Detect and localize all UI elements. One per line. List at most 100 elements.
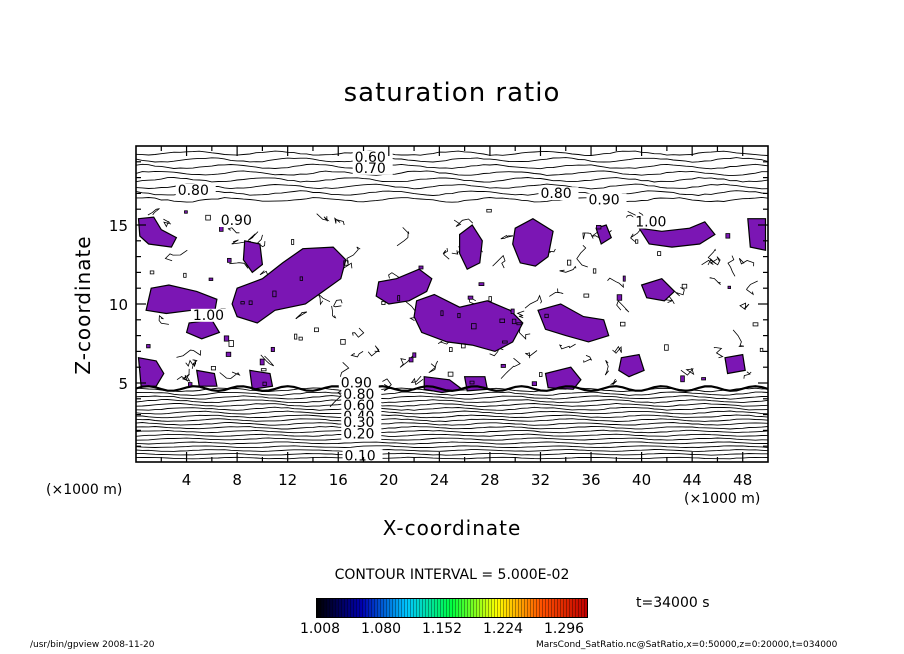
contour-line-mid — [680, 367, 695, 376]
contour-line-mid — [701, 258, 718, 266]
contour-label-bg — [633, 215, 674, 229]
x-axis-label: X-coordinate — [382, 516, 522, 540]
supersaturated-cell — [418, 265, 424, 270]
contour-line-mid — [713, 346, 724, 359]
contour-label-bg — [338, 376, 379, 390]
contour-line-mid — [582, 232, 594, 240]
contour-line-lower — [135, 402, 769, 408]
x-tick-label: 32 — [531, 471, 550, 489]
x-tick-label: 4 — [182, 471, 192, 489]
supersaturated-cell — [259, 358, 265, 366]
contour-line-lower — [135, 422, 769, 426]
contour-line-mid — [227, 227, 240, 234]
supersaturated-cell — [262, 381, 267, 386]
footer-command: /usr/bin/gpview 2008-11-20 — [30, 640, 155, 650]
supersaturated-region — [640, 278, 676, 302]
supersaturated-cell — [727, 285, 731, 289]
supersaturated-cell — [502, 340, 508, 344]
x-unit-label-left: (×1000 m) — [46, 482, 123, 498]
supersaturated-cell — [298, 336, 303, 341]
supersaturated-cell — [500, 363, 506, 368]
contour-label-bg — [175, 183, 216, 197]
contour-label: 0.70 — [355, 161, 386, 177]
contour-label: 1.00 — [193, 308, 224, 324]
x-tick-label: 24 — [430, 471, 449, 489]
contour-label-bg — [352, 150, 393, 164]
contour-line-mid — [549, 288, 564, 297]
supersaturated-cell — [725, 233, 731, 239]
contour-line-lower — [135, 391, 769, 396]
contour-line-mid — [176, 349, 202, 358]
x-tick-label: 40 — [632, 471, 651, 489]
contour-label: 0.20 — [343, 426, 374, 442]
supersaturated-cell — [681, 283, 688, 289]
supersaturated-cell — [291, 239, 295, 245]
contour-line-mid — [331, 305, 337, 319]
contour-line-mid — [738, 258, 755, 267]
contour-label-bg — [341, 416, 382, 430]
supersaturated-region — [595, 224, 613, 245]
contour-label-bg — [586, 193, 627, 207]
contour-label: 0.10 — [345, 448, 376, 464]
supersaturated-cell — [596, 224, 602, 230]
boundary-layer-line — [135, 385, 769, 393]
supersaturated-cell — [149, 270, 155, 275]
supersaturated-cell — [299, 276, 304, 281]
supersaturated-cell — [531, 381, 537, 387]
supersaturated-region — [747, 218, 767, 252]
x-tick-label: 48 — [733, 471, 752, 489]
supersaturated-cell — [294, 333, 298, 340]
contour-line-lower — [135, 399, 769, 404]
contour-label: 0.80 — [540, 186, 571, 202]
contour-line-mid — [333, 299, 343, 308]
supersaturated-cell — [272, 290, 277, 298]
supersaturated-cell — [680, 375, 685, 383]
contour-line-mid — [500, 357, 521, 379]
supersaturated-cell — [381, 301, 386, 305]
contour-label: 0.90 — [221, 213, 252, 229]
supersaturated-cell — [486, 208, 492, 213]
supersaturated-cell — [516, 322, 522, 326]
supersaturated-cell — [240, 301, 245, 305]
supersaturated-cell — [544, 313, 549, 319]
y-tick-label: 15 — [109, 217, 128, 235]
y-tick-label: 5 — [118, 375, 128, 393]
supersaturated-cell — [183, 272, 187, 278]
colorbar-tick-label: 1.296 — [544, 621, 585, 637]
footer-source: MarsCond_SatRatio.nc@SatRatio,x=0:50000,… — [536, 640, 838, 650]
contour-line-lower — [135, 437, 769, 441]
contour-line-mid — [163, 218, 172, 228]
contour-line-lower — [135, 425, 769, 430]
supersaturated-cell — [657, 251, 662, 256]
contour-line-upper — [135, 157, 769, 163]
supersaturated-cell — [340, 339, 346, 345]
contour-label: 0.90 — [589, 192, 620, 208]
contour-label-bg — [352, 161, 393, 175]
contour-line-lower — [135, 429, 769, 434]
contour-line-mid — [453, 218, 474, 227]
supersaturated-cell — [408, 357, 414, 363]
contour-line-mid — [316, 213, 330, 222]
supersaturated-cell — [343, 260, 349, 266]
supersaturated-cell — [592, 268, 597, 274]
supersaturated-cell — [469, 380, 475, 385]
contour-line-mid — [442, 248, 450, 260]
contour-line-upper — [136, 196, 769, 203]
contour-line-mid — [396, 227, 410, 247]
supersaturated-region — [618, 353, 645, 378]
x-tick-label: 16 — [329, 471, 348, 489]
contour-line-mid — [229, 262, 249, 269]
colorbar-tick-label: 1.080 — [361, 621, 402, 637]
supersaturated-region — [459, 224, 483, 271]
contour-line-upper — [135, 163, 769, 170]
supersaturated-cell — [248, 300, 253, 305]
supersaturated-cell — [664, 344, 669, 351]
contour-line-mid — [247, 231, 259, 242]
supersaturated-cell — [449, 347, 453, 352]
contour-line-mid — [317, 293, 331, 306]
contour-label-bg — [341, 387, 382, 401]
contour-line-mid — [583, 355, 592, 363]
contour-line-upper — [135, 183, 769, 190]
supersaturated-cell — [447, 371, 454, 377]
contour-label: 0.30 — [343, 415, 374, 431]
